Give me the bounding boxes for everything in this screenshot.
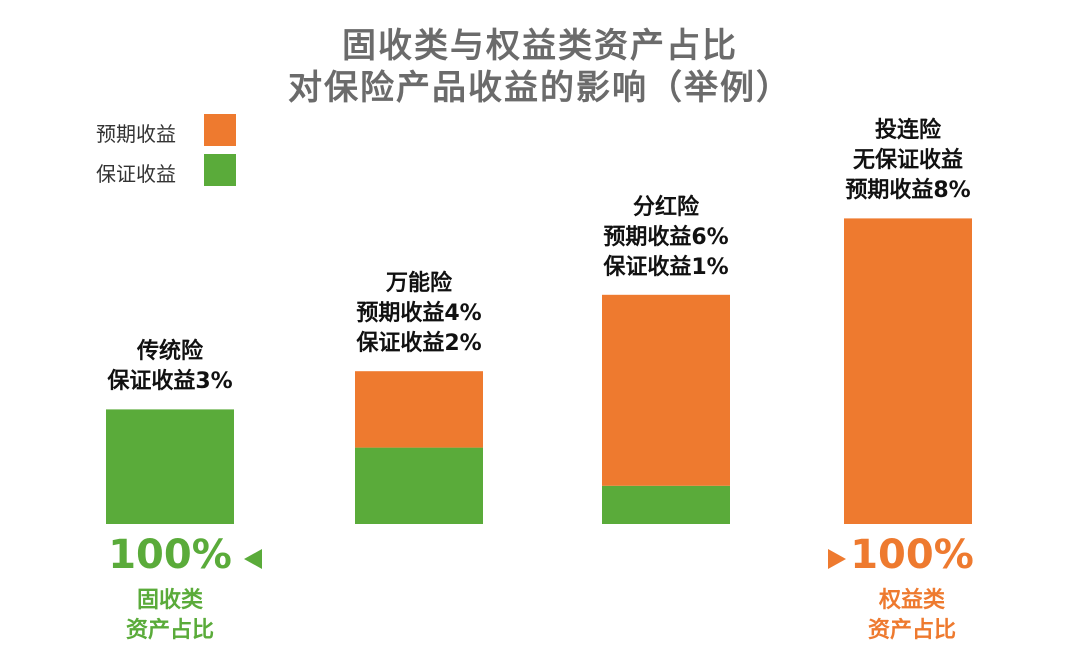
legend-label-expected: 预期收益: [96, 122, 176, 146]
right-percent: 100%: [850, 532, 974, 578]
bar-guaranteed-1: [106, 409, 234, 524]
bar-label-1-line-2: 保证收益3%: [107, 369, 233, 395]
bar-label-3-line-2: 预期收益6%: [603, 224, 729, 250]
legend-label-guaranteed: 保证收益: [96, 162, 176, 186]
bar-label-3-line-3: 保证收益1%: [603, 254, 729, 280]
bar-label-3-line-1: 分红险: [632, 194, 699, 220]
bar-guaranteed-3: [602, 485, 730, 524]
bar-guaranteed-2: [355, 447, 483, 524]
direction-arrow: [244, 549, 846, 569]
bar-expected-4: [844, 218, 972, 524]
bar-label-2-line-2: 预期收益4%: [356, 301, 482, 327]
bar-label-2-line-1: 万能险: [385, 271, 452, 297]
legend-swatch-guaranteed: [204, 154, 236, 186]
bar-label-4: 投连险无保证收益预期收益8%: [798, 116, 1018, 206]
right-caption-line-1: 权益类: [878, 588, 945, 613]
bar-label-1: 传统险保证收益3%: [60, 337, 280, 397]
bar-label-2-line-3: 保证收益2%: [356, 331, 482, 357]
left-percent: 100%: [108, 532, 232, 578]
bar-label-4-line-1: 投连险: [874, 118, 941, 144]
left-caption: 固收类 资产占比: [70, 586, 270, 646]
arrow-right-head: [828, 549, 846, 569]
bar-label-4-line-2: 无保证收益: [852, 148, 963, 174]
bar-label-3: 分红险预期收益6% 保证收益1%: [556, 193, 776, 283]
bar-label-1-line-1: 传统险: [136, 339, 203, 365]
left-caption-line-2: 资产占比: [125, 618, 214, 643]
bar-label-4-line-3: 预期收益8%: [845, 178, 971, 204]
chart-title-line-2: 对保险产品收益的影响（举例）: [288, 68, 792, 108]
chart-title-line-1: 固收类与权益类资产占比: [342, 26, 738, 66]
left-caption-line-1: 固收类: [136, 588, 203, 613]
right-caption-line-2: 资产占比: [867, 618, 956, 643]
bars-group: [106, 218, 972, 524]
bar-expected-2: [355, 371, 483, 448]
arrow-left-head: [244, 549, 262, 569]
bar-expected-3: [602, 294, 730, 486]
legend-swatch-expected: [204, 114, 236, 146]
bar-label-2: 万能险预期收益4% 保证收益2%: [309, 269, 529, 359]
right-caption: 权益类 资产占比: [812, 586, 1012, 646]
